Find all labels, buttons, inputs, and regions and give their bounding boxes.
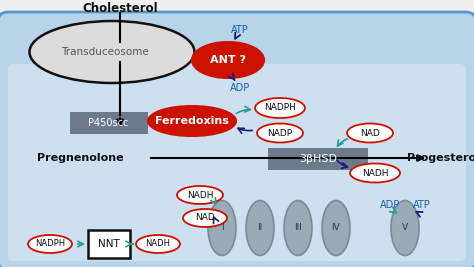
Ellipse shape	[28, 235, 72, 253]
Text: NADH: NADH	[146, 239, 171, 249]
Ellipse shape	[284, 201, 312, 256]
Text: IV: IV	[332, 223, 340, 233]
Text: NAD: NAD	[195, 214, 215, 222]
Text: 3βHSD: 3βHSD	[299, 154, 337, 164]
Ellipse shape	[350, 163, 400, 183]
Text: V: V	[402, 223, 408, 233]
Text: Transduceosome: Transduceosome	[61, 47, 149, 57]
Ellipse shape	[208, 201, 236, 256]
FancyBboxPatch shape	[8, 64, 466, 261]
Ellipse shape	[391, 201, 419, 256]
Ellipse shape	[177, 186, 223, 204]
Text: ATP: ATP	[231, 25, 249, 35]
Ellipse shape	[322, 201, 350, 256]
Text: ADP: ADP	[230, 83, 250, 93]
Text: III: III	[294, 223, 302, 233]
Bar	[268, 148, 368, 170]
Text: P450scc: P450scc	[88, 118, 128, 128]
FancyBboxPatch shape	[88, 230, 130, 258]
Ellipse shape	[192, 42, 264, 78]
Text: NADH: NADH	[187, 190, 213, 199]
FancyBboxPatch shape	[0, 12, 474, 267]
Ellipse shape	[183, 209, 227, 227]
Text: NADPH: NADPH	[264, 104, 296, 112]
Text: NAD: NAD	[360, 128, 380, 138]
Text: ANT ?: ANT ?	[210, 55, 246, 65]
Text: ADP: ADP	[380, 200, 400, 210]
Text: Progesterone: Progesterone	[407, 153, 474, 163]
Text: NADP: NADP	[267, 128, 292, 138]
Text: NNT: NNT	[98, 239, 120, 249]
Text: Ferredoxins: Ferredoxins	[155, 116, 229, 126]
Text: Pregnenolone: Pregnenolone	[36, 153, 123, 163]
Ellipse shape	[136, 235, 180, 253]
Ellipse shape	[255, 98, 305, 118]
Ellipse shape	[29, 21, 194, 83]
Bar	[70, 112, 148, 134]
Ellipse shape	[246, 201, 274, 256]
Text: NADH: NADH	[362, 168, 388, 178]
Ellipse shape	[257, 124, 303, 143]
Text: II: II	[257, 223, 263, 233]
Text: Cholesterol: Cholesterol	[82, 2, 158, 14]
Ellipse shape	[347, 124, 393, 143]
Text: ATP: ATP	[413, 200, 431, 210]
Ellipse shape	[148, 106, 236, 136]
Text: NADPH: NADPH	[35, 239, 65, 249]
Text: I: I	[221, 223, 223, 233]
